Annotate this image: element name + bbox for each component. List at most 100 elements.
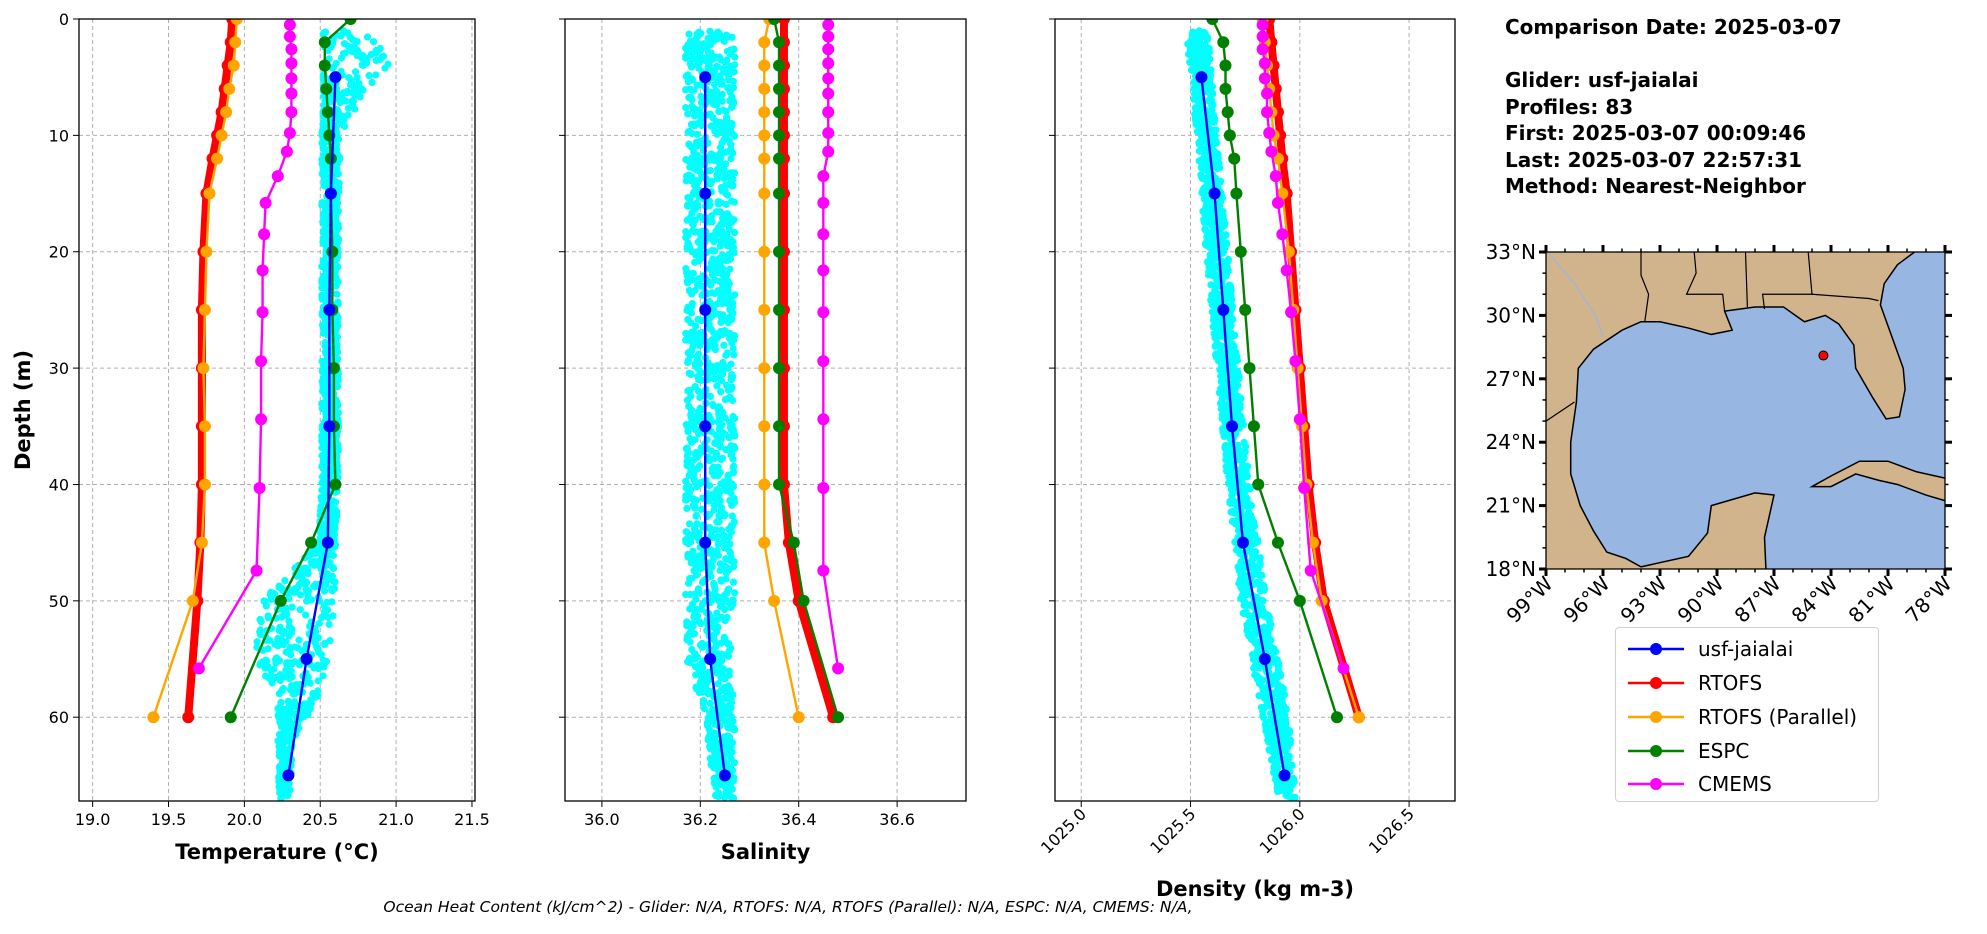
- glider-scatter-point: [344, 104, 353, 112]
- glider-scatter-point: [719, 122, 727, 131]
- glider-scatter-point: [721, 635, 729, 643]
- glider-scatter-point: [1222, 231, 1230, 239]
- glider-scatter-point: [334, 135, 343, 143]
- data-point: [147, 711, 160, 724]
- glider-scatter-point: [1221, 258, 1229, 266]
- glider-scatter-point: [333, 221, 341, 229]
- glider-scatter-point: [1261, 609, 1269, 618]
- glider-scatter-point: [1227, 468, 1235, 476]
- data-point: [1293, 413, 1306, 426]
- glider-scatter-point: [691, 216, 699, 224]
- glider-scatter-point: [729, 344, 737, 353]
- glider-scatter-point: [1227, 302, 1236, 310]
- glider-scatter-point: [314, 677, 322, 685]
- location-map: 99°W 96°W 93°W 90°W 87°W 84°W 81°W 78°W18°N21°N…: [1486, 240, 1957, 628]
- glider-scatter-point: [723, 598, 731, 606]
- series-line: [197, 24, 293, 669]
- glider-scatter-point: [712, 791, 720, 799]
- glider-scatter-point: [696, 236, 704, 244]
- glider-scatter-point: [1259, 581, 1267, 589]
- data-point: [1206, 19, 1219, 25]
- glider-scatter-point: [706, 699, 714, 708]
- glider-scatter-point: [728, 33, 736, 41]
- data-point: [817, 306, 830, 319]
- glider-scatter-point: [321, 227, 329, 235]
- glider-scatter-point: [288, 703, 296, 711]
- glider-scatter-point: [277, 750, 285, 759]
- data-point: [822, 72, 835, 85]
- data-point: [283, 127, 296, 140]
- glider-scatter-point: [1264, 641, 1272, 649]
- data-point: [773, 129, 786, 142]
- glider-scatter-point: [318, 284, 326, 292]
- glider-scatter-point: [278, 687, 286, 695]
- glider-scatter-point: [689, 552, 697, 560]
- data-point: [1228, 152, 1241, 165]
- glider-scatter-point: [1201, 240, 1209, 248]
- data-point: [1289, 355, 1302, 368]
- glider-scatter-point: [270, 665, 278, 673]
- glider-scatter-point: [706, 709, 714, 717]
- glider-scatter-point: [1238, 416, 1246, 425]
- data-point: [822, 145, 835, 158]
- glider-scatter-point: [1224, 328, 1232, 336]
- glider-scatter-point: [1212, 350, 1220, 358]
- data-point: [699, 420, 712, 433]
- glider-scatter-point: [1237, 594, 1245, 603]
- glider-scatter-point: [1242, 587, 1250, 595]
- glider-scatter-point: [691, 228, 699, 236]
- glider-scatter-point: [731, 291, 739, 299]
- glider-scatter-point: [1228, 315, 1237, 324]
- glider-scatter-point: [682, 329, 690, 338]
- glider-scatter-point: [1210, 118, 1218, 126]
- glider-scatter-point: [323, 178, 331, 186]
- glider-scatter-point: [697, 444, 705, 452]
- glider-scatter-point: [694, 585, 702, 593]
- glider-scatter-point: [717, 577, 726, 585]
- glider-scatter-point: [318, 613, 326, 622]
- glider-scatter-point: [276, 771, 285, 779]
- glider-scatter-point: [696, 393, 704, 401]
- legend-label: RTOFS (Parallel): [1698, 705, 1858, 729]
- glider-scatter-point: [1234, 393, 1243, 401]
- data-point: [203, 187, 216, 200]
- glider-scatter-point: [344, 111, 352, 119]
- glider-scatter-point: [692, 448, 700, 457]
- legend-item-rtofs: RTOFS: [1616, 668, 1762, 698]
- data-point: [822, 127, 835, 140]
- glider-scatter-point: [1195, 39, 1203, 47]
- glider-scatter-point: [1207, 296, 1215, 304]
- glider-scatter-point: [1256, 560, 1264, 568]
- glider-scatter-point: [684, 427, 692, 436]
- legend-marker: [1628, 778, 1684, 790]
- glider-scatter-point: [698, 664, 707, 672]
- glider-scatter-point: [691, 382, 699, 391]
- y-tick-label: 50: [49, 592, 69, 611]
- data-point: [321, 536, 334, 549]
- glider-scatter-point: [1234, 563, 1242, 571]
- glider-scatter-point: [722, 148, 730, 156]
- glider-scatter-point: [706, 90, 714, 98]
- glider-scatter-point: [1251, 570, 1259, 578]
- glider-scatter-point: [720, 565, 728, 573]
- glider-scatter-point: [328, 505, 336, 513]
- glider-scatter-point: [277, 794, 285, 801]
- glider-scatter-point: [713, 362, 721, 370]
- glider-scatter-point: [686, 638, 694, 646]
- glider-scatter-point: [280, 733, 288, 741]
- glider-scatter-point: [723, 287, 731, 296]
- glider-scatter-point: [725, 702, 733, 710]
- glider-scatter-point: [1221, 441, 1230, 450]
- glider-scatter-point: [715, 152, 723, 160]
- glider-scatter-point: [685, 530, 693, 538]
- data-point: [773, 478, 786, 491]
- glider-scatter-point: [1196, 137, 1204, 146]
- glider-scatter-point: [688, 557, 696, 565]
- glider-scatter-point: [722, 717, 730, 725]
- data-point: [229, 36, 242, 49]
- glider-scatter-point: [706, 730, 714, 739]
- glider-scatter-point: [691, 650, 699, 658]
- data-point: [285, 57, 298, 70]
- glider-scatter-point: [712, 208, 720, 216]
